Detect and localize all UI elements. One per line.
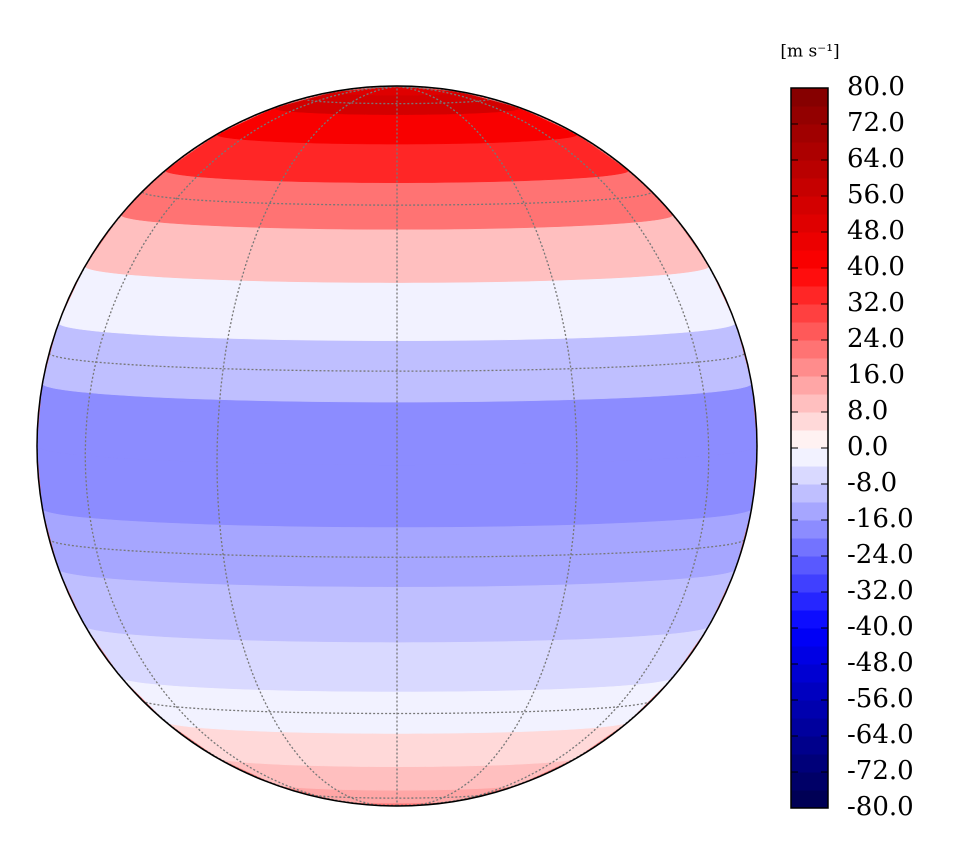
meridian — [396, 86, 578, 806]
tick-label: 40.0 — [847, 252, 905, 282]
colorbar-band — [791, 340, 828, 359]
colorbar-band — [791, 484, 828, 503]
tick-label: -8.0 — [847, 468, 897, 498]
colorbar-band — [791, 646, 828, 665]
colorbar-band — [791, 214, 828, 233]
tick-label: 24.0 — [847, 324, 905, 354]
tick-label: 48.0 — [847, 216, 905, 246]
colorbar: 80.0 72.0 64.0 56.0 48.0 40.0 32.0 24.0 16.0 8.0 0… — [790, 72, 914, 822]
colorbar-band — [791, 610, 828, 629]
colorbar-band — [791, 718, 828, 737]
colorbar-band — [791, 466, 828, 485]
globe-outline — [36, 85, 758, 807]
tick-label: -64.0 — [847, 720, 914, 750]
colorbar-band — [791, 142, 828, 161]
colorbar-band — [791, 736, 828, 755]
colorbar-band — [791, 520, 828, 539]
colorbar-band — [791, 790, 828, 809]
colorbar-band — [791, 376, 828, 395]
colorbar-band — [791, 178, 828, 197]
colorbar-band — [791, 538, 828, 557]
colorbar-band — [791, 250, 828, 269]
tick-label: 80.0 — [847, 72, 905, 102]
tick-label: -24.0 — [847, 540, 914, 570]
tick-label: 72.0 — [847, 108, 905, 138]
meridian — [396, 86, 710, 806]
colorbar-band — [791, 412, 828, 431]
colorbar-band — [791, 574, 828, 593]
colorbar-band — [791, 358, 828, 377]
colorbar-band — [791, 160, 828, 179]
colorbar-band — [791, 430, 828, 449]
colorbar-band — [791, 772, 828, 791]
tick-label: 8.0 — [847, 396, 888, 426]
meridian — [216, 86, 398, 806]
colorbar-label: [m s⁻¹] — [780, 42, 839, 62]
colorbar-band — [791, 448, 828, 467]
colorbar-band — [791, 232, 828, 251]
tick-label: 32.0 — [847, 288, 905, 318]
colorbar-band — [791, 88, 828, 107]
tick-label: -40.0 — [847, 612, 914, 642]
colorbar-band — [791, 286, 828, 305]
colorbar-band — [791, 682, 828, 701]
colorbar-band — [791, 304, 828, 323]
tick-label: -56.0 — [847, 684, 914, 714]
colorbar-band — [791, 628, 828, 647]
colorbar-band — [791, 322, 828, 341]
tick-label: 64.0 — [847, 144, 905, 174]
colorbar-band — [791, 268, 828, 287]
tick-label: 0.0 — [847, 432, 888, 462]
colorbar-band — [791, 754, 828, 773]
colorbar-band — [791, 394, 828, 413]
colorbar-band — [791, 700, 828, 719]
colorbar-band — [791, 196, 828, 215]
tick-label: 16.0 — [847, 360, 905, 390]
tick-label: -72.0 — [847, 756, 914, 786]
colorbar-band — [791, 556, 828, 575]
colorbar-band — [791, 664, 828, 683]
tick-label: -80.0 — [847, 792, 914, 822]
colorbar-band — [791, 502, 828, 521]
tick-label: 56.0 — [847, 180, 905, 210]
tick-label: -32.0 — [847, 576, 914, 606]
colorbar-band — [791, 592, 828, 611]
tick-label: -16.0 — [847, 504, 914, 534]
colorbar-band — [791, 124, 828, 143]
tick-label: -48.0 — [847, 648, 914, 678]
meridian — [84, 86, 398, 806]
colorbar-band — [791, 106, 828, 125]
